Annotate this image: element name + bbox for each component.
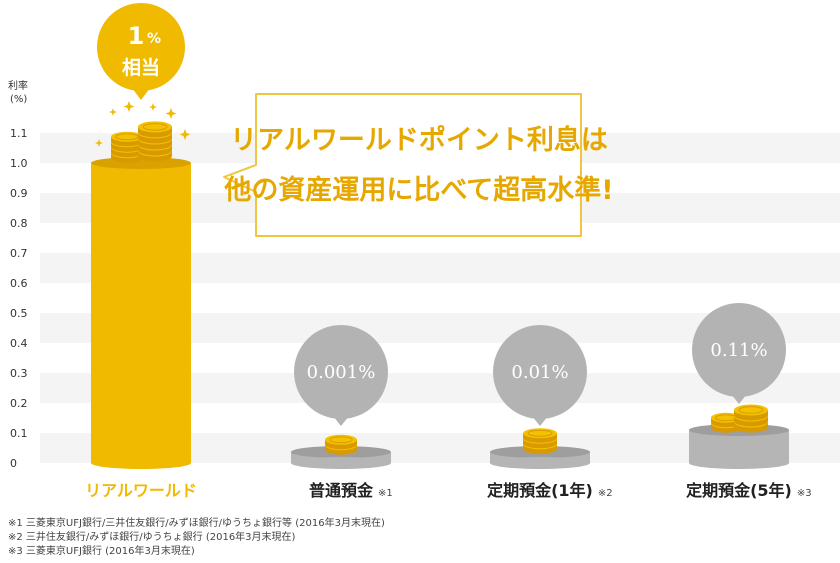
bar-bottom: [689, 457, 789, 469]
value-bubbles: 0.001% 0.01% 0.11%: [294, 303, 786, 426]
y-axis-label-line1: 利率: [8, 79, 28, 92]
coin-icon: [523, 428, 557, 443]
bar-bottom: [291, 457, 391, 469]
callout-line1: リアルワールドポイント利息は: [230, 124, 608, 156]
sparkle-icons: [95, 101, 191, 147]
bars: [91, 157, 789, 469]
value-bubble: 0.11%: [692, 303, 786, 404]
value-bubble-circle: [294, 325, 388, 419]
callout-box: [223, 93, 582, 237]
y-tick-label: 1.0: [10, 157, 28, 170]
highlight-bubble-label: 相当: [122, 56, 160, 79]
value-bubble: 0.01%: [493, 325, 587, 426]
value-bubble-label: 0.11%: [710, 340, 767, 361]
footnote-2: ※2 三井住友銀行/みずほ銀行/ゆうちょ銀行 (2016年3月末現在): [8, 532, 296, 543]
sparkle-icon: [179, 129, 191, 140]
x-category-label: リアルワールド: [85, 481, 197, 500]
x-category-note: ※2: [598, 488, 613, 499]
sparkle-icon: [95, 139, 103, 147]
value-bubble-circle: [493, 325, 587, 419]
y-tick-label: 0.4: [10, 337, 28, 350]
bar: [91, 157, 191, 469]
highlight-bubble-circle: [97, 3, 185, 91]
x-category-label: 普通預金: [309, 481, 374, 500]
y-tick-label: 0.9: [10, 187, 28, 200]
x-category-note: ※1: [378, 488, 393, 499]
coins: [111, 121, 768, 455]
y-axis-label-line2: (%): [10, 94, 27, 105]
value-bubble-pointer: [333, 416, 349, 426]
y-axis: 利率 (%) 0 0.1 0.2 0.3 0.4 0.5 0.6 0.7 0.8 0.9 1.0 1.…: [8, 79, 28, 470]
y-tick-label: 0.8: [10, 217, 28, 230]
coin-icon: [325, 434, 357, 450]
coin-icon: [138, 121, 172, 138]
sparkle-icon: [109, 108, 117, 116]
bar-body: [91, 163, 191, 463]
sparkle-icon: [165, 108, 177, 119]
y-tick-label: 1.1: [10, 127, 28, 140]
y-tick-label: 0.1: [10, 427, 28, 440]
coin-rim: [527, 429, 553, 437]
coin-icon: [111, 131, 143, 147]
y-tick-label: 0.7: [10, 247, 28, 260]
coin-icon: [711, 412, 741, 428]
value-bubble-pointer: [532, 416, 548, 426]
callout-line2: 他の資産運用に比べて超高水準!: [223, 174, 613, 206]
coin-rim: [329, 436, 353, 444]
value-bubble-label: 0.001%: [307, 362, 376, 383]
highlight-bubble-value: 1: [128, 22, 145, 50]
value-bubble-pointer: [731, 394, 747, 404]
value-bubble-label: 0.01%: [511, 362, 568, 383]
callout: リアルワールドポイント利息は 他の資産運用に比べて超高水準!: [223, 93, 614, 237]
bar-bottom: [490, 457, 590, 469]
coin-rim: [142, 123, 168, 131]
y-tick-label: 0: [10, 457, 17, 470]
footnote-1: ※1 三菱東京UFJ銀行/三井住友銀行/みずほ銀行/ゆうちょ銀行等 (2016年…: [8, 518, 385, 529]
sparkle-icon: [149, 103, 157, 111]
highlight-bubble: 1 % 相当: [97, 3, 185, 100]
sparkle-icon: [123, 101, 135, 112]
value-bubble-circle: [692, 303, 786, 397]
x-category-note: ※3: [797, 488, 812, 499]
highlight-bubble-unit: %: [147, 31, 161, 47]
value-bubble: 0.001%: [294, 325, 388, 426]
x-axis-labels: リアルワールド 普通預金 ※1 定期預金(1年) ※2 定期預金(5年) ※3: [85, 481, 812, 500]
highlight-bubble-pointer: [132, 88, 150, 100]
footnote-3: ※3 三菱東京UFJ銀行 (2016年3月末現在): [8, 546, 195, 557]
x-category-label: 定期預金(1年): [486, 481, 593, 500]
x-category-label: 定期預金(5年): [685, 481, 792, 500]
y-tick-label: 0.2: [10, 397, 28, 410]
coin-rim: [738, 406, 764, 414]
y-tick-label: 0.3: [10, 367, 28, 380]
y-tick-label: 0.6: [10, 277, 28, 290]
y-tick-label: 0.5: [10, 307, 28, 320]
bar-bottom: [91, 457, 191, 469]
coin-icon: [734, 404, 768, 421]
